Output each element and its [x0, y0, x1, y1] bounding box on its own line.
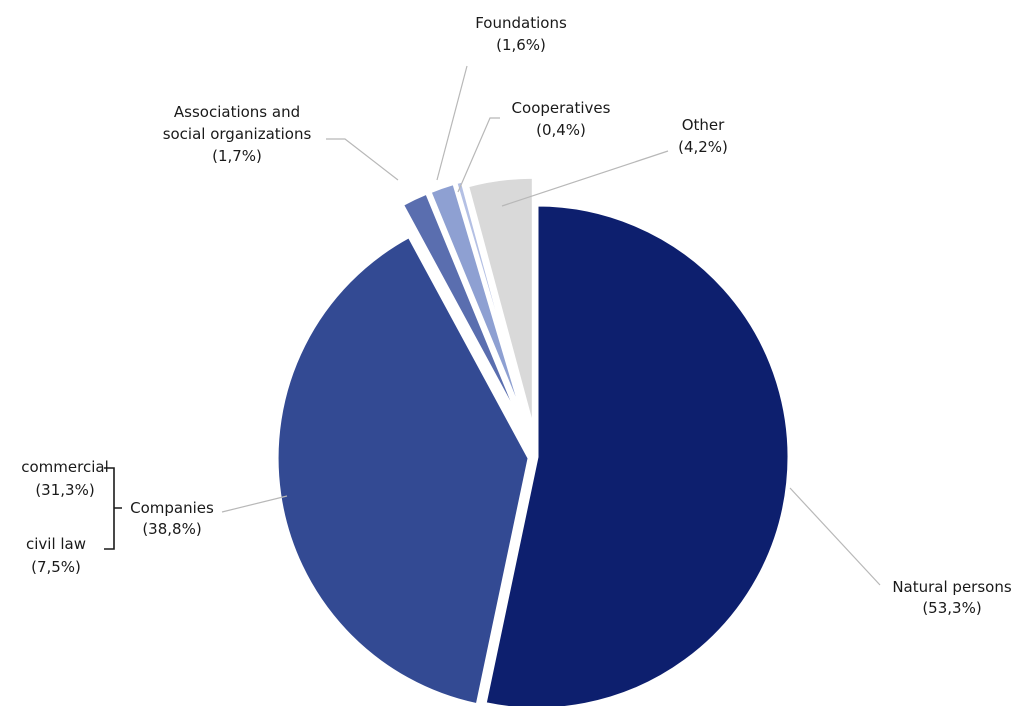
pct-natural-persons: (53,3%) — [922, 599, 981, 617]
label-other: Other — [682, 116, 725, 134]
label-foundations: Foundations — [475, 14, 567, 32]
pct-commercial: (31,3%) — [35, 481, 94, 499]
leader-line-other — [501, 150, 669, 207]
pct-other: (4,2%) — [678, 138, 728, 156]
slice-companies — [275, 234, 531, 706]
slice-cooperatives — [454, 179, 530, 425]
leader-line-companies — [221, 495, 288, 513]
label-associations-line2: social organizations — [163, 125, 312, 143]
pct-foundations: (1,6%) — [496, 36, 546, 54]
pct-associations: (1,7%) — [212, 147, 262, 165]
leader-line-foundations — [436, 65, 468, 181]
leader-line-natural-persons — [789, 487, 881, 586]
slice-natural-persons — [483, 203, 791, 706]
label-natural-persons: Natural persons — [892, 578, 1012, 596]
pie-slices — [275, 175, 791, 706]
label-associations-line1: Associations and — [174, 103, 300, 121]
label-companies: Companies — [130, 499, 214, 517]
label-civil-law: civil law — [26, 535, 86, 553]
leader-lines — [221, 65, 881, 586]
leader-line-associations — [326, 138, 399, 181]
companies-breakdown-bracket — [104, 467, 122, 550]
leader-line-cooperatives — [457, 117, 500, 193]
slice-associations-and-social-organizations — [400, 191, 524, 427]
slice-foundations — [428, 181, 528, 426]
pct-civil-law: (7,5%) — [31, 558, 81, 576]
label-commercial: commercial — [21, 458, 109, 476]
pct-companies: (38,8%) — [142, 520, 201, 538]
slice-other — [465, 175, 535, 430]
label-cooperatives: Cooperatives — [512, 99, 611, 117]
pct-cooperatives: (0,4%) — [536, 121, 586, 139]
